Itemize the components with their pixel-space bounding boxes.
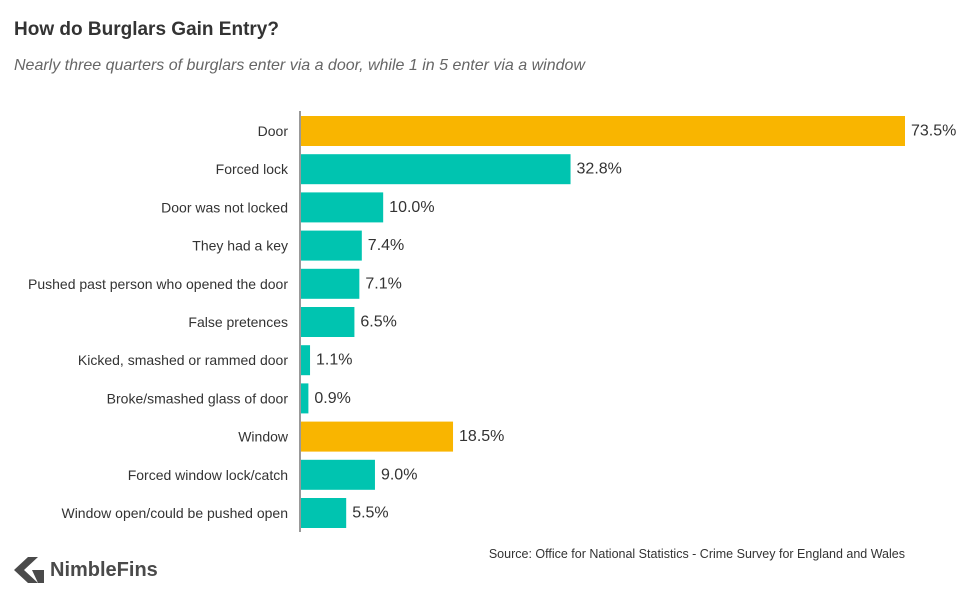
bar-2 xyxy=(301,192,384,223)
bar-7 xyxy=(301,383,309,414)
bar-5 xyxy=(301,307,355,337)
bar-6 xyxy=(301,345,311,376)
value-label-1: 32.8% xyxy=(577,161,622,178)
bar-9 xyxy=(301,459,375,490)
bar-chart: Door 73.5% Forced lock 32.8% Door was not lo… xyxy=(28,111,956,532)
category-label-8: Window xyxy=(238,429,289,445)
category-label-3: They had a key xyxy=(192,238,288,254)
brand-logo: NimbleFins xyxy=(14,557,158,583)
value-label-8: 18.5% xyxy=(459,428,504,445)
value-label-2: 10.0% xyxy=(389,199,434,216)
category-label-2: Door was not locked xyxy=(161,199,288,215)
category-label-9: Forced window lock/catch xyxy=(128,467,288,483)
value-label-3: 7.4% xyxy=(368,237,404,254)
bar-8 xyxy=(301,421,454,452)
bar-4 xyxy=(301,268,360,299)
value-label-4: 7.1% xyxy=(365,275,401,292)
source-note: Source: Office for National Statistics -… xyxy=(488,547,905,561)
value-label-5: 6.5% xyxy=(360,314,396,331)
bar-0 xyxy=(301,116,905,146)
chart-title: How do Burglars Gain Entry? xyxy=(14,19,279,40)
category-label-6: Kicked, smashed or rammed door xyxy=(78,352,288,368)
value-label-10: 5.5% xyxy=(352,505,388,522)
category-label-5: False pretences xyxy=(188,314,288,330)
category-label-1: Forced lock xyxy=(216,161,289,177)
value-label-7: 0.9% xyxy=(314,390,350,407)
category-label-4: Pushed past person who opened the door xyxy=(28,276,288,292)
bar-10 xyxy=(301,498,347,528)
category-label-7: Broke/smashed glass of door xyxy=(107,390,289,406)
bar-1 xyxy=(301,154,571,185)
value-label-6: 1.1% xyxy=(316,352,352,369)
brand-name: NimbleFins xyxy=(50,558,158,581)
value-label-0: 73.5% xyxy=(911,123,956,140)
category-label-0: Door xyxy=(258,123,289,139)
nimblefins-logo-icon xyxy=(14,557,44,583)
category-label-10: Window open/could be pushed open xyxy=(61,505,288,521)
bar-3 xyxy=(301,230,362,261)
value-label-9: 9.0% xyxy=(381,466,417,483)
chart-subtitle: Nearly three quarters of burglars enter … xyxy=(14,57,585,74)
